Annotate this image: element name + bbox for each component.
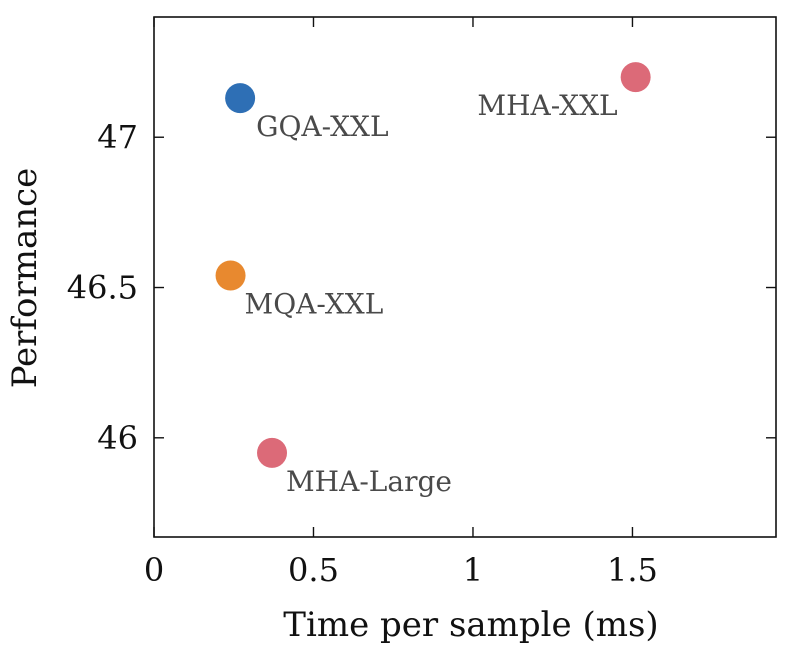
- y-tick-label: 46.5: [67, 269, 138, 307]
- point-label-mha-large: MHA-Large: [286, 465, 452, 498]
- x-axis-label: Time per sample (ms): [283, 605, 658, 645]
- point-label-gqa-xxl: GQA-XXL: [256, 110, 388, 143]
- point-label-mha-xxl: MHA-XXL: [477, 89, 617, 122]
- data-point-gqa-xxl: [225, 83, 256, 114]
- data-point-mqa-xxl: [215, 260, 246, 291]
- point-labels: GQA-XXL MHA-XXL MQA-XXL MHA-Large: [245, 89, 618, 498]
- point-label-mqa-xxl: MQA-XXL: [245, 287, 384, 320]
- y-tick-label: 46: [97, 419, 138, 457]
- y-axis-label: Performance: [5, 168, 45, 389]
- data-point-mha-xxl: [620, 62, 651, 93]
- x-tick-label: 0.5: [288, 551, 339, 589]
- data-point-mha-large: [257, 437, 288, 468]
- x-tick-label: 1.5: [607, 551, 658, 589]
- x-tick-label: 0: [144, 551, 164, 589]
- y-axis-ticks: 46 46.5 47: [67, 118, 776, 457]
- plot-frame: [153, 16, 777, 538]
- data-points: [215, 62, 651, 468]
- y-tick-label: 47: [97, 118, 138, 156]
- x-axis-ticks: 0 0.5 1 1.5: [144, 17, 658, 589]
- x-tick-label: 1: [463, 551, 483, 589]
